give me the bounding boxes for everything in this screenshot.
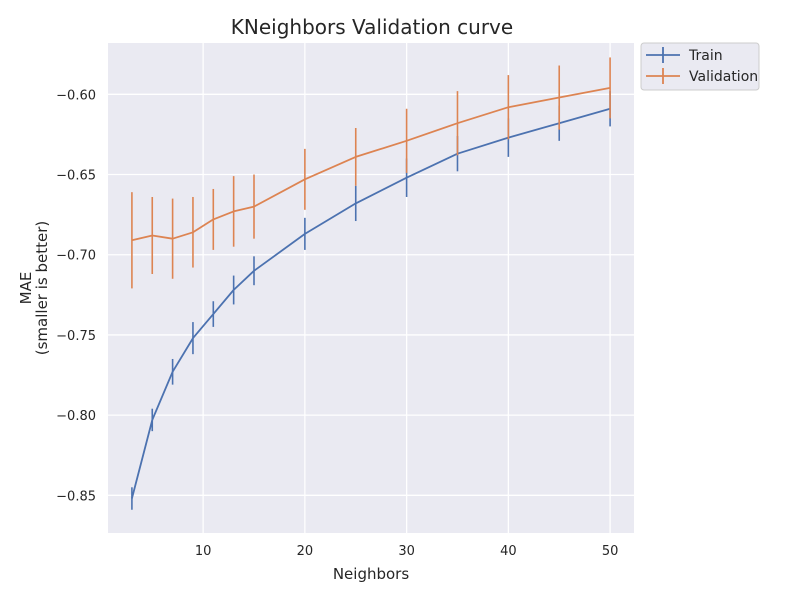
x-tick-label: 20 bbox=[297, 544, 314, 559]
x-tick-label: 10 bbox=[195, 544, 212, 559]
legend-train-label: Train bbox=[688, 48, 723, 64]
y-tick-label: −0.70 bbox=[56, 249, 96, 264]
chart-title: KNeighbors Validation curve bbox=[231, 15, 513, 39]
series-layer bbox=[131, 57, 611, 510]
series-validation bbox=[131, 57, 611, 289]
legend-validation-label: Validation bbox=[689, 69, 758, 85]
x-axis-label: Neighbors bbox=[333, 565, 410, 583]
y-gridlines bbox=[108, 93, 634, 496]
y-axis-label-line-2: (smaller is better) bbox=[33, 221, 51, 355]
train-line bbox=[131, 107, 611, 499]
y-tick-label: −0.60 bbox=[56, 88, 96, 103]
plot-area bbox=[108, 43, 634, 533]
y-tick-label: −0.85 bbox=[56, 489, 96, 504]
y-tick-label: −0.80 bbox=[56, 409, 96, 424]
y-tick-label: −0.75 bbox=[56, 329, 96, 344]
legend: Train Validation bbox=[640, 42, 760, 91]
x-tick-labels: 10 20 30 40 50 bbox=[195, 544, 619, 559]
y-tick-label: −0.65 bbox=[56, 169, 96, 184]
validation-line bbox=[131, 87, 611, 242]
y-axis-label-line-1: MAE bbox=[17, 272, 35, 305]
y-tick-labels: −0.85 −0.80 −0.75 −0.70 −0.65 −0.60 bbox=[56, 88, 96, 504]
x-tick-label: 40 bbox=[500, 544, 517, 559]
x-tick-label: 50 bbox=[602, 544, 619, 559]
x-tick-label: 30 bbox=[398, 544, 415, 559]
